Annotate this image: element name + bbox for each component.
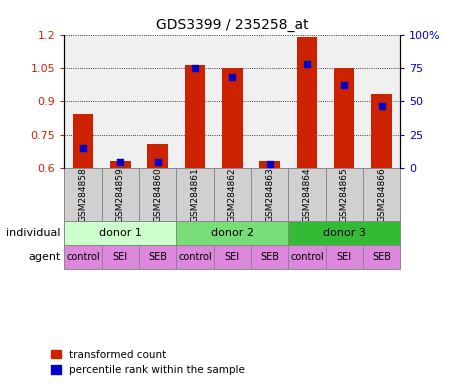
FancyBboxPatch shape bbox=[251, 169, 288, 221]
Bar bbox=[73, 114, 93, 169]
FancyBboxPatch shape bbox=[288, 245, 325, 269]
FancyBboxPatch shape bbox=[101, 169, 139, 221]
FancyBboxPatch shape bbox=[64, 169, 101, 221]
Text: GSM284858: GSM284858 bbox=[78, 167, 87, 222]
Bar bbox=[110, 161, 130, 169]
Title: GDS3399 / 235258_at: GDS3399 / 235258_at bbox=[156, 18, 308, 32]
Point bbox=[302, 61, 310, 67]
Point bbox=[377, 103, 384, 109]
Text: GSM284862: GSM284862 bbox=[227, 167, 236, 222]
FancyBboxPatch shape bbox=[101, 245, 139, 269]
FancyBboxPatch shape bbox=[213, 169, 251, 221]
Bar bbox=[370, 94, 391, 169]
Bar bbox=[333, 68, 354, 169]
Point bbox=[228, 74, 235, 81]
Text: control: control bbox=[178, 252, 212, 262]
FancyBboxPatch shape bbox=[139, 169, 176, 221]
Text: GSM284859: GSM284859 bbox=[116, 167, 124, 222]
Point bbox=[117, 159, 124, 165]
Bar bbox=[185, 65, 205, 169]
Text: control: control bbox=[66, 252, 100, 262]
Text: SEB: SEB bbox=[148, 252, 167, 262]
Text: individual: individual bbox=[6, 228, 61, 238]
Text: SEI: SEI bbox=[112, 252, 128, 262]
Text: donor 3: donor 3 bbox=[322, 228, 365, 238]
FancyBboxPatch shape bbox=[64, 245, 101, 269]
Text: agent: agent bbox=[28, 252, 61, 262]
Legend: transformed count, percentile rank within the sample: transformed count, percentile rank withi… bbox=[51, 350, 244, 375]
Text: GSM284860: GSM284860 bbox=[153, 167, 162, 222]
FancyBboxPatch shape bbox=[362, 245, 399, 269]
Bar bbox=[259, 161, 279, 169]
FancyBboxPatch shape bbox=[213, 245, 251, 269]
Text: donor 2: donor 2 bbox=[210, 228, 253, 238]
FancyBboxPatch shape bbox=[288, 221, 399, 245]
FancyBboxPatch shape bbox=[139, 245, 176, 269]
Point bbox=[340, 82, 347, 88]
Text: control: control bbox=[290, 252, 323, 262]
Text: GSM284865: GSM284865 bbox=[339, 167, 348, 222]
Text: SEB: SEB bbox=[371, 252, 390, 262]
Point bbox=[191, 65, 198, 71]
Text: SEI: SEI bbox=[224, 252, 239, 262]
Point bbox=[265, 161, 273, 167]
Bar bbox=[222, 68, 242, 169]
FancyBboxPatch shape bbox=[325, 245, 362, 269]
Bar bbox=[296, 37, 317, 169]
Text: GSM284861: GSM284861 bbox=[190, 167, 199, 222]
FancyBboxPatch shape bbox=[176, 221, 288, 245]
Text: SEB: SEB bbox=[259, 252, 279, 262]
Text: SEI: SEI bbox=[336, 252, 351, 262]
FancyBboxPatch shape bbox=[362, 169, 399, 221]
Text: GSM284864: GSM284864 bbox=[302, 167, 311, 222]
Text: donor 1: donor 1 bbox=[99, 228, 141, 238]
Text: GSM284866: GSM284866 bbox=[376, 167, 385, 222]
Bar bbox=[147, 144, 168, 169]
FancyBboxPatch shape bbox=[251, 245, 288, 269]
FancyBboxPatch shape bbox=[288, 169, 325, 221]
FancyBboxPatch shape bbox=[176, 169, 213, 221]
FancyBboxPatch shape bbox=[325, 169, 362, 221]
Point bbox=[154, 159, 161, 165]
FancyBboxPatch shape bbox=[176, 245, 213, 269]
Text: GSM284863: GSM284863 bbox=[264, 167, 274, 222]
FancyBboxPatch shape bbox=[64, 221, 176, 245]
Point bbox=[79, 145, 87, 151]
